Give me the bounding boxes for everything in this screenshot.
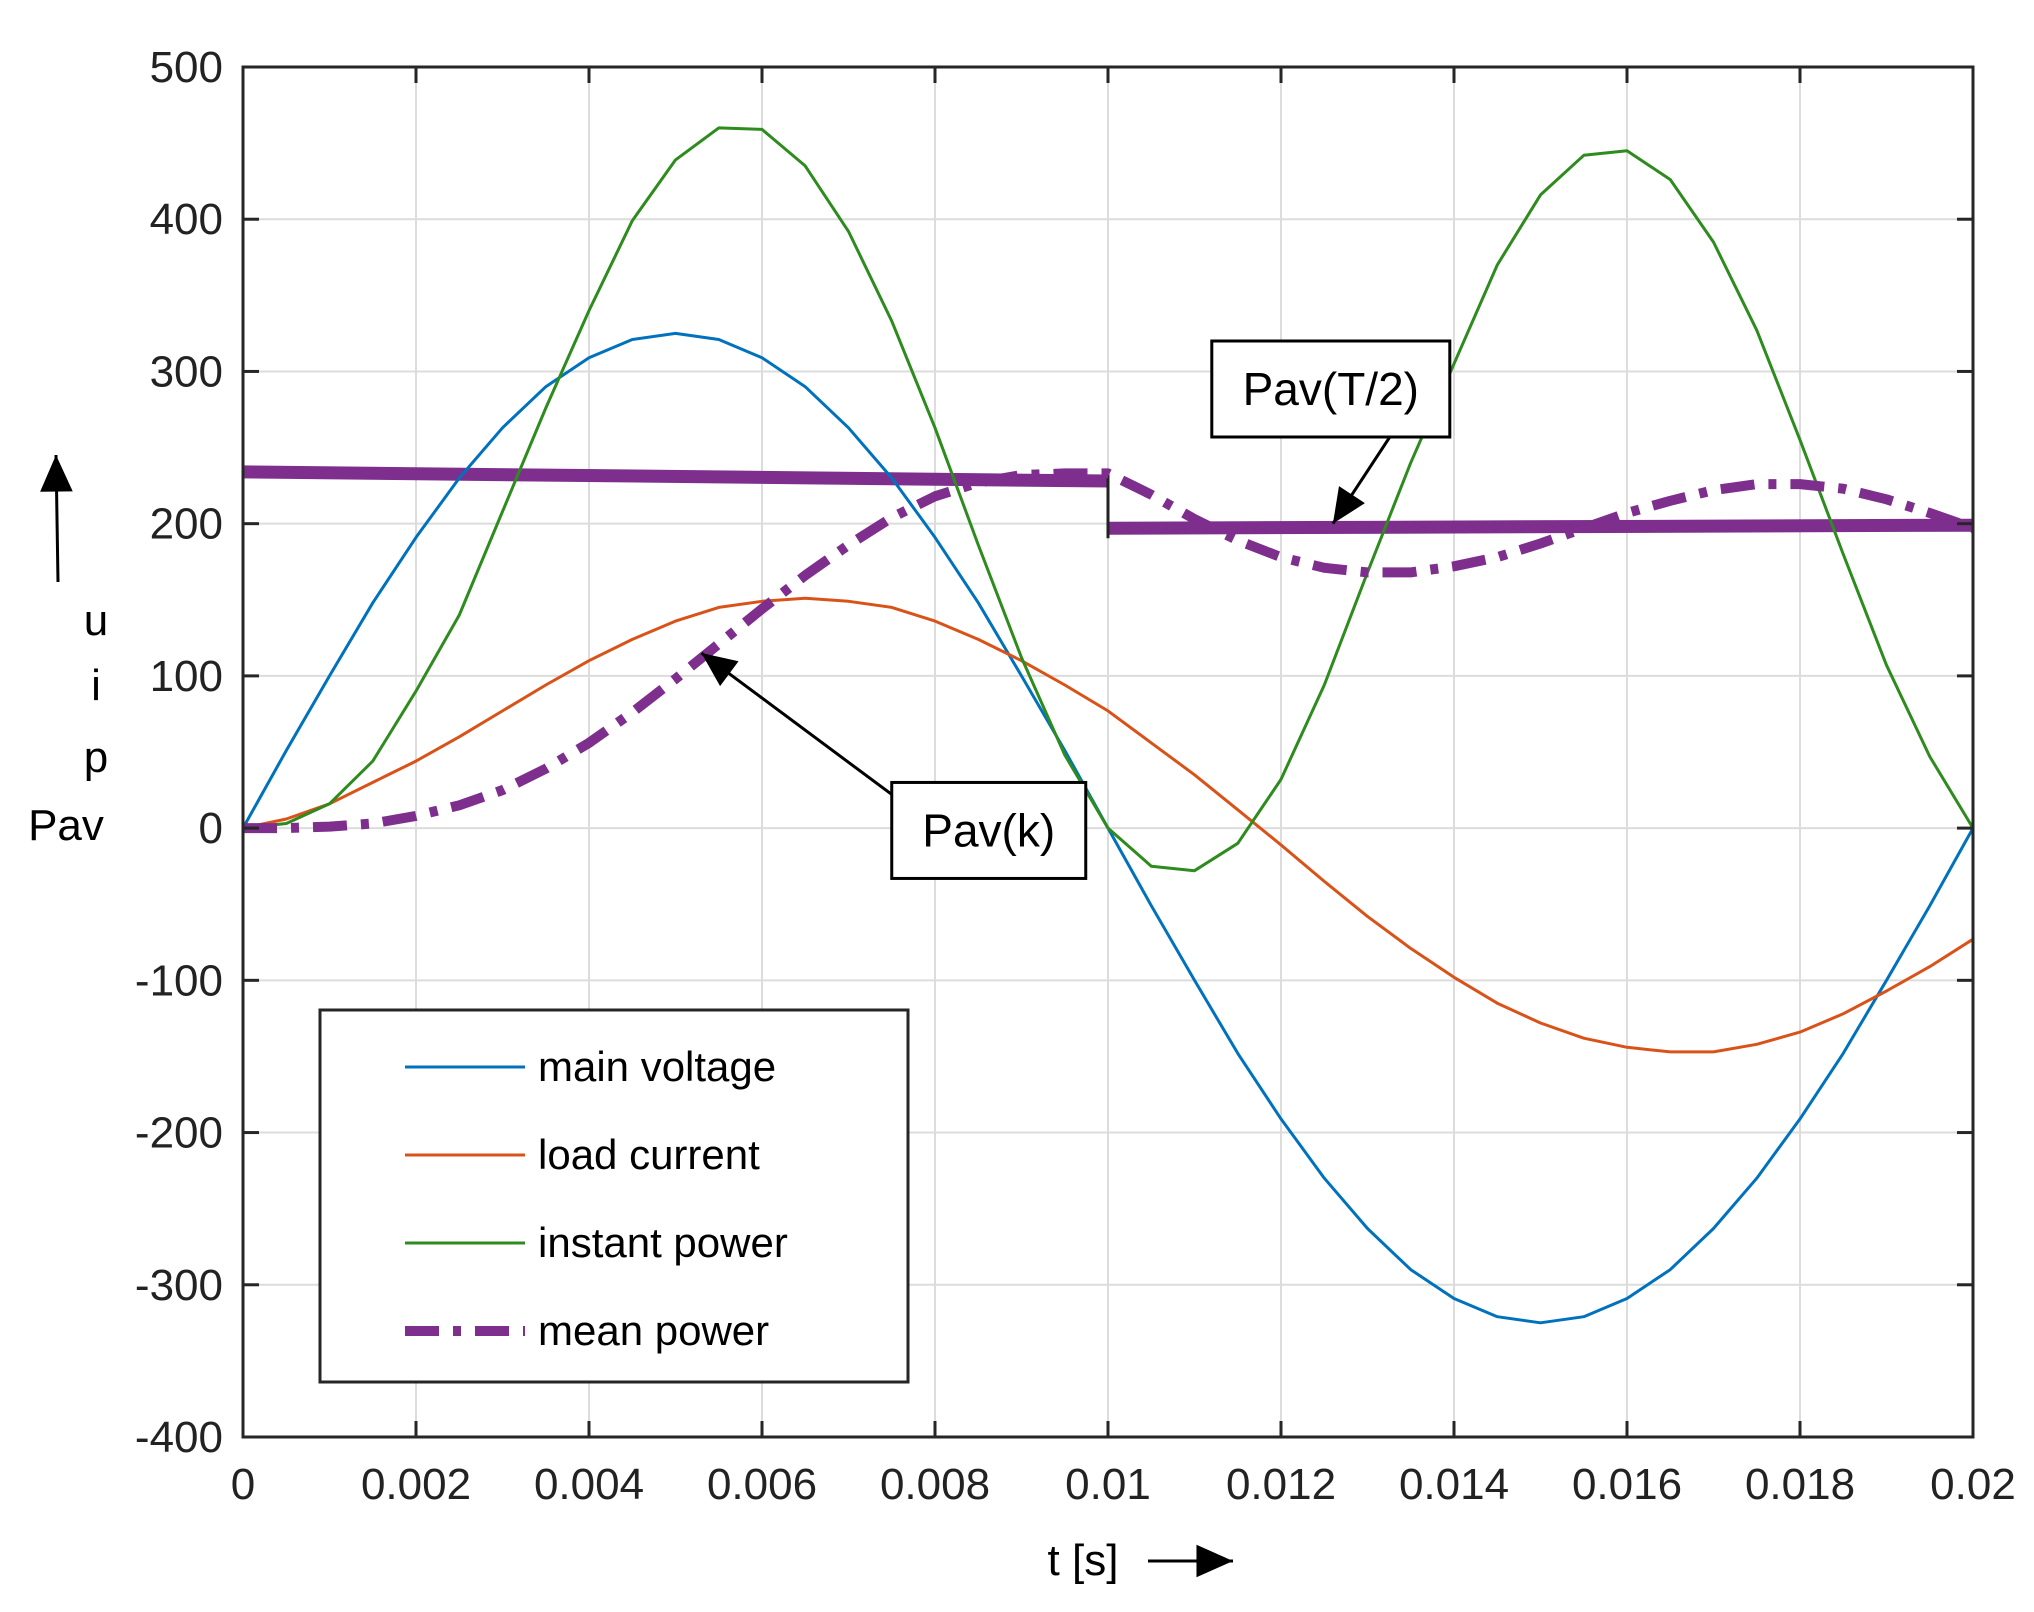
x-axis-label: t [s] <box>1048 1536 1119 1585</box>
series-line-load-current <box>242 596 1974 1054</box>
annotation-label: Pav(T/2) <box>1243 363 1419 415</box>
y-axis-label-line: p <box>84 733 108 782</box>
annotation-label: Pav(k) <box>922 804 1055 856</box>
y-tick-label: -300 <box>135 1261 223 1310</box>
x-tick-label: 0.004 <box>534 1460 644 1509</box>
mean-level-line <box>242 465 1109 488</box>
x-tick-label: 0.016 <box>1572 1460 1682 1509</box>
arrowhead-icon <box>40 455 73 492</box>
annotation-arrow <box>700 651 893 796</box>
y-tick-label: -100 <box>135 956 223 1005</box>
y-tick-label: -200 <box>135 1109 223 1158</box>
y-tick-label: 200 <box>150 500 223 549</box>
x-tick-label: 0.006 <box>707 1460 817 1509</box>
series-layer <box>241 126 1975 1325</box>
legend-label: load current <box>538 1131 760 1178</box>
legend-label: instant power <box>538 1219 788 1266</box>
y-tick-label: -400 <box>135 1413 223 1462</box>
x-tick-label: 0.002 <box>361 1460 471 1509</box>
y-tick-label: 500 <box>150 43 223 92</box>
mean-level-line <box>1107 518 1974 535</box>
y-axis-label-line: Pav <box>28 801 104 850</box>
y-axis-label-line: u <box>84 596 108 645</box>
x-tick-label: 0.014 <box>1399 1460 1509 1509</box>
y-axis-label-line: i <box>91 661 101 710</box>
y-tick-label: 400 <box>150 195 223 244</box>
series-line-mean-power <box>243 468 1975 834</box>
arrowhead-icon <box>1196 1544 1233 1578</box>
legend-label: mean power <box>538 1307 769 1354</box>
annotation-layer: Pav(T/2) Pav(k) <box>700 339 1452 880</box>
x-tick-label: 0.01 <box>1065 1460 1151 1509</box>
x-tick-label: 0.02 <box>1930 1460 2016 1509</box>
x-axis-arrow-icon <box>1148 1544 1233 1578</box>
x-tick-label: 0.008 <box>880 1460 990 1509</box>
y-axis-arrow-icon <box>40 454 73 583</box>
legend-label: main voltage <box>538 1043 776 1090</box>
x-tick-label: 0.018 <box>1745 1460 1855 1509</box>
legend: main voltage load current instant power mea… <box>318 1008 910 1384</box>
annotation-box <box>890 780 1088 880</box>
y-tick-label: 100 <box>150 652 223 701</box>
x-tick-label: 0 <box>231 1460 255 1509</box>
arrowhead-icon <box>1332 486 1365 524</box>
x-tick-label: 0.012 <box>1226 1460 1336 1509</box>
legend-box <box>318 1008 910 1384</box>
arrowhead-icon <box>701 653 739 687</box>
annotation-box <box>1210 339 1452 439</box>
tick-layer: 0 0.002 0.004 0.006 0.008 0.01 0.012 0.014 0.016… <box>135 43 2016 1509</box>
series-line-instant-power <box>242 126 1975 873</box>
y-tick-label: 300 <box>150 347 223 396</box>
y-axis-label: uip Pav <box>28 596 108 850</box>
y-tick-label: 0 <box>199 804 223 853</box>
